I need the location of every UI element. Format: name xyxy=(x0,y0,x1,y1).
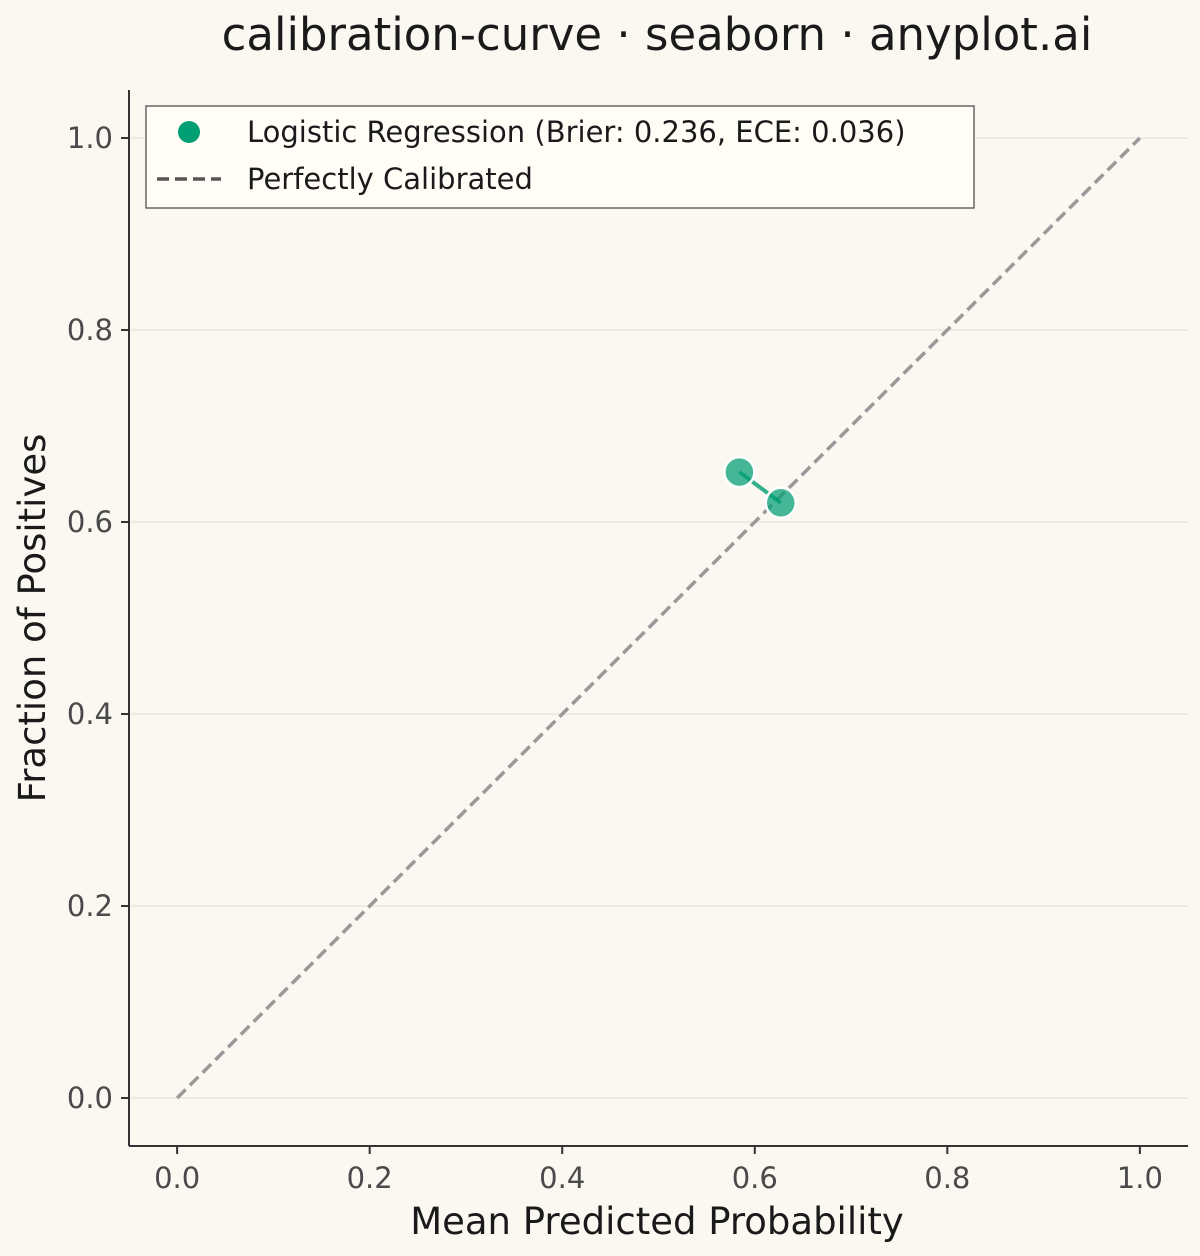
x-axis-label: Mean Predicted Probability xyxy=(410,1200,904,1243)
legend: Logistic Regression (Brier: 0.236, ECE: … xyxy=(145,105,975,209)
logistic-regression-point xyxy=(764,486,798,520)
y-axis-label: Fraction of Positives xyxy=(11,434,54,803)
grid-lines xyxy=(129,137,1188,1099)
axes xyxy=(128,90,1188,1147)
y-tick-label: 1.0 xyxy=(67,121,113,155)
tick-layer: 0.0 0.2 0.4 0.6 0.8 1.0 0.0 0.2 0.4 0.6 0.8 1.0 xyxy=(67,121,1163,1195)
x-tick-label: 0.4 xyxy=(539,1161,585,1195)
x-tick-label: 0.0 xyxy=(154,1161,200,1195)
y-tick-label: 0.4 xyxy=(67,697,113,731)
y-tick-label: 0.0 xyxy=(67,1081,113,1115)
perfect-calibration-line xyxy=(175,136,1142,1100)
legend-box xyxy=(145,105,975,209)
logistic-regression-point xyxy=(723,455,756,489)
x-tick-label: 1.0 xyxy=(1117,1161,1163,1195)
y-tick-label: 0.8 xyxy=(67,313,113,347)
x-tick-label: 0.2 xyxy=(347,1161,393,1195)
legend-marker-logistic xyxy=(178,121,200,143)
x-tick-label: 0.8 xyxy=(924,1161,970,1195)
legend-label-perfect: Perfectly Calibrated xyxy=(247,162,533,196)
series-layer xyxy=(175,136,1142,1100)
x-tick-label: 0.6 xyxy=(732,1161,778,1195)
chart-title: calibration-curve · seaborn · anyplot.ai xyxy=(222,8,1093,61)
y-tick-label: 0.6 xyxy=(67,505,113,539)
y-tick-label: 0.2 xyxy=(67,889,113,923)
legend-label-logistic: Logistic Regression (Brier: 0.236, ECE: … xyxy=(247,115,906,149)
